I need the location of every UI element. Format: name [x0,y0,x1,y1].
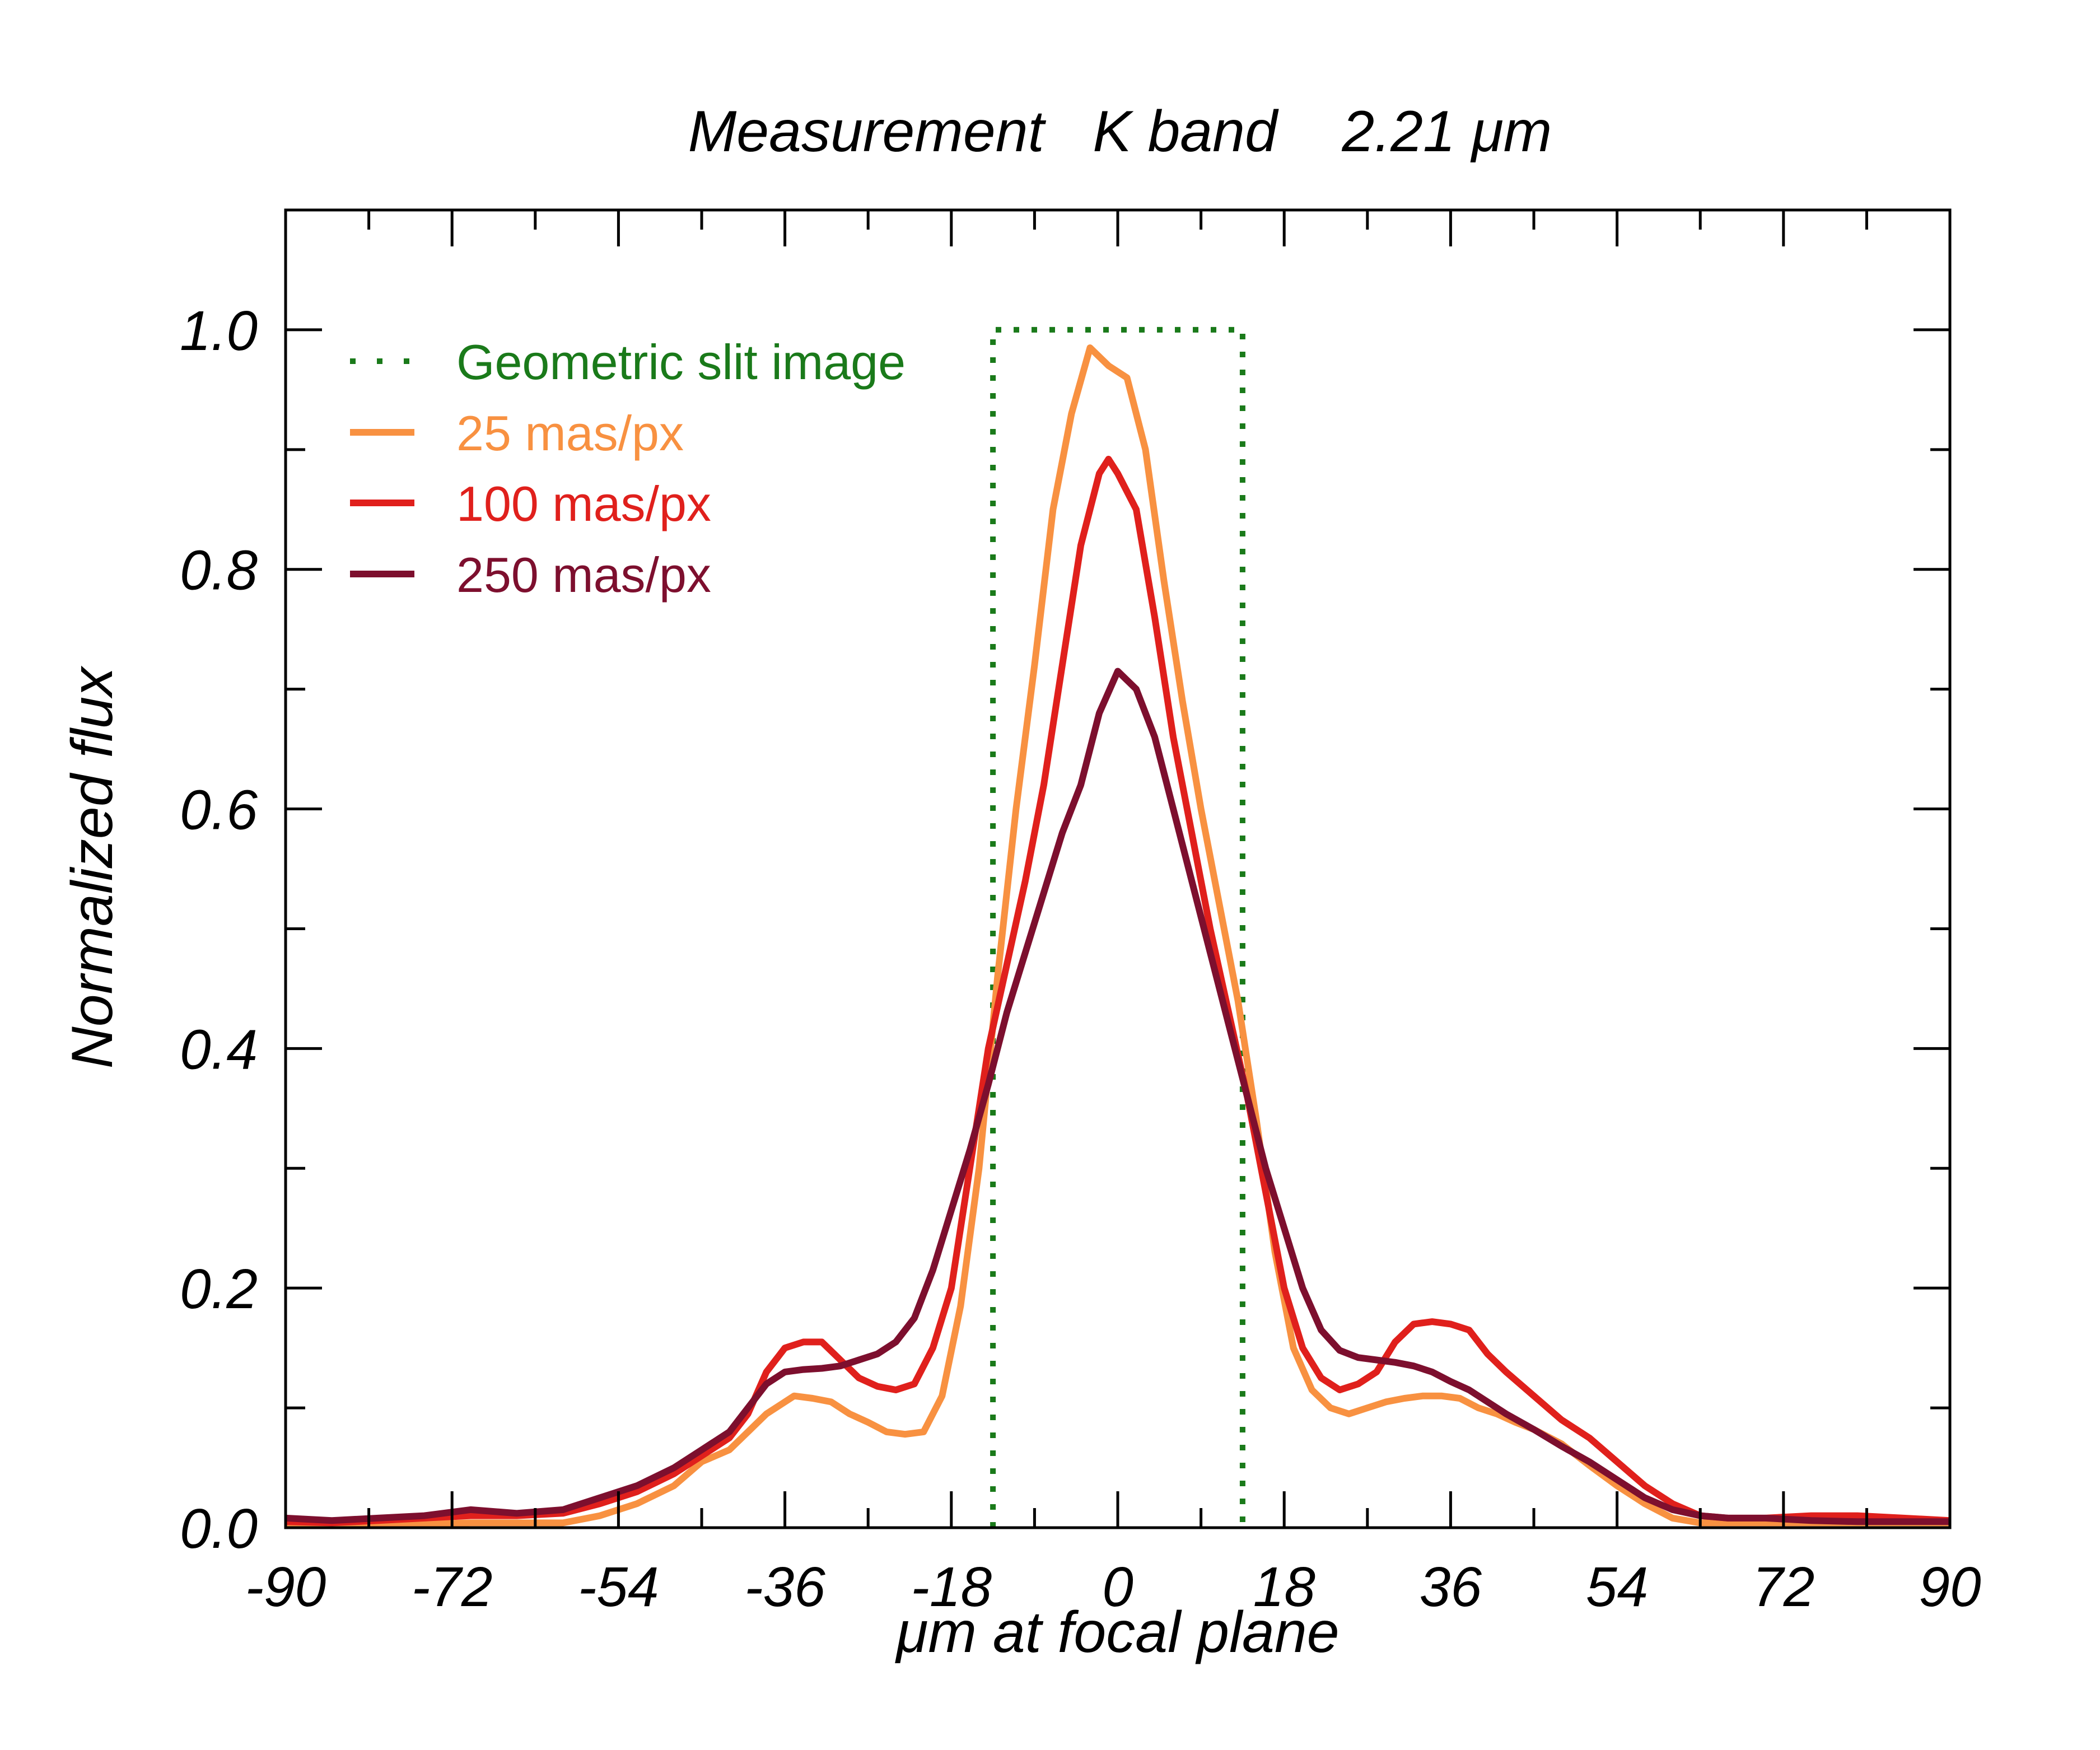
series-layer [286,326,1950,1528]
axis-ticks [284,210,1952,1529]
x-tick-label: -18 [911,1556,992,1618]
y-axis-label: Normalized flux [60,665,125,1069]
x-tick-label: -72 [412,1556,493,1618]
x-tick-label: -90 [245,1556,326,1618]
x-tick-label: 18 [1253,1556,1316,1618]
legend: Geometric slit image 25 mas/px 100 mas/px 2… [350,334,906,603]
x-tick-label: 90 [1919,1556,1981,1618]
x-axis-label: μm at focal plane [894,1600,1339,1665]
legend-label-0: Geometric slit image [456,334,906,390]
x-tick-label: 36 [1420,1556,1482,1618]
plot-frame [284,208,1952,1529]
y-tick-label: 0.4 [180,1018,258,1081]
plot-area [286,326,1950,1528]
legend-label-1: 25 mas/px [456,405,684,461]
legend-label-2: 100 mas/px [456,476,711,531]
x-tick-label: 72 [1752,1556,1814,1618]
x-tick-label: 0 [1102,1556,1133,1618]
x-tick-label: 54 [1586,1556,1648,1618]
series-line-3 [286,668,1950,1525]
y-tick-label: 0.8 [180,539,258,602]
y-tick-label: 0.2 [180,1258,258,1320]
y-tick-label: 0.6 [180,779,258,842]
legend-label-3: 250 mas/px [456,547,711,603]
y-tick-label: 1.0 [180,300,258,362]
y-tick-label: 0.0 [180,1497,258,1560]
chart-title: Measurement K band 2.21 μm [688,99,1552,164]
x-tick-label: -36 [744,1556,825,1618]
x-tick-labels: -90 -72 -54 -36 -18 0 18 36 54 72 90 [245,1556,1981,1618]
y-tick-labels: 0.0 0.2 0.4 0.6 0.8 1.0 [180,300,258,1560]
x-tick-label: -54 [578,1556,659,1618]
series-line-2 [286,455,1950,1527]
series-line-0 [990,326,1245,1528]
